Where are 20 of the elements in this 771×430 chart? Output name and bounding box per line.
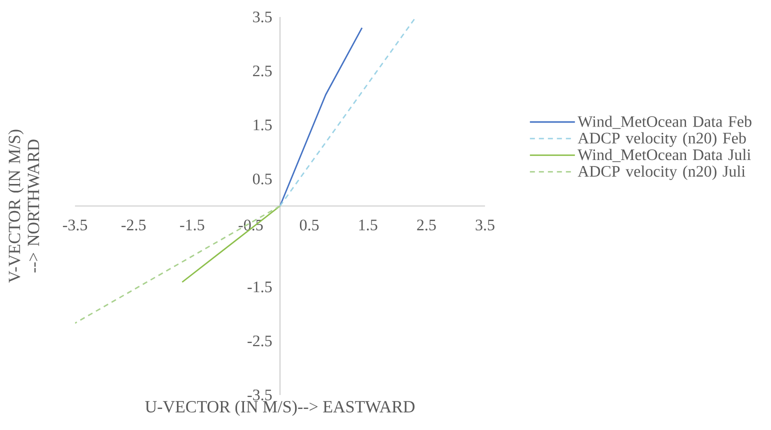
x-tick-label: -3.5 (62, 220, 88, 230)
legend-label: ADCP velocity (n20) Feb (578, 132, 746, 147)
y-tick-label: 3.5 (253, 12, 272, 22)
x-axis-title: U-VECTOR (IN M/S)--> EASTWARD (145, 400, 415, 416)
y-axis-title: V-VECTOR (IN M/S) --> NORTHWARD (8, 130, 40, 283)
y-tick-label: 1.5 (254, 120, 272, 130)
x-tick-label: -1.5 (180, 220, 204, 230)
x-tick-label: 3.5 (476, 220, 494, 230)
x-tick-label: 2.5 (417, 220, 436, 230)
y-tick-label: -1.5 (248, 282, 272, 292)
y-tick-label: 2.5 (253, 66, 272, 76)
y-tick-label: -2.5 (248, 336, 272, 346)
x-tick-label: -2.5 (122, 220, 146, 230)
x-tick-label: 0.5 (300, 220, 319, 231)
legend-label: Wind_MetOcean Data Juli (578, 148, 751, 162)
legend-label: ADCP velocity (n20) Juli (578, 165, 746, 180)
y-tick-label: 0.5 (252, 174, 272, 184)
y-tick-label: -3.5 (248, 390, 272, 400)
x-tick-label: 1.5 (359, 220, 378, 230)
legend-label: Wind_MetOcean Data Feb (578, 116, 752, 129)
